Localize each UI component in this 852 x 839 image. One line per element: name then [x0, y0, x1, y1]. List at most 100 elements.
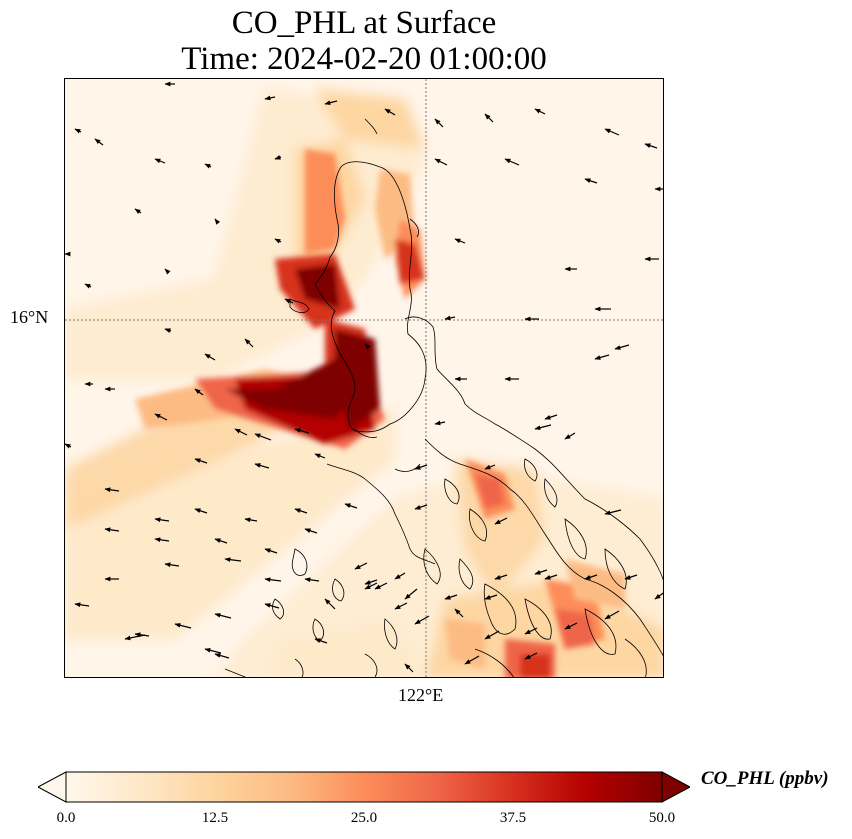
wind-vector — [154, 158, 166, 164]
colorbar-tick-label: 0.0 — [56, 810, 76, 826]
wind-vector — [434, 420, 446, 426]
wind-vector — [304, 528, 318, 534]
wind-vector — [84, 283, 92, 289]
wind-vector — [484, 464, 496, 470]
wind-vector — [314, 638, 328, 644]
wind-vector — [274, 155, 282, 160]
wind-vector — [204, 647, 222, 654]
wind-vector — [414, 504, 428, 510]
wind-vector — [394, 602, 408, 610]
wind-vector — [214, 218, 221, 225]
wind-vector — [274, 238, 282, 244]
colorbar-tick-label: 50.0 — [648, 810, 676, 826]
wind-vector — [164, 562, 180, 568]
wind-vector — [454, 608, 464, 618]
wind-vector — [294, 508, 308, 514]
wind-vector — [204, 163, 212, 169]
wind-vector — [454, 238, 466, 244]
wind-vector — [154, 413, 168, 421]
wind-vectors — [65, 81, 663, 673]
wind-vector — [214, 612, 232, 619]
wind-vector — [494, 574, 508, 580]
wind-vector — [264, 548, 278, 554]
wind-vector — [164, 328, 172, 333]
wind-vector — [264, 577, 282, 583]
wind-vector — [524, 652, 538, 660]
wind-vector — [134, 208, 142, 214]
longitude-label: 122°E — [398, 685, 444, 705]
wind-vector — [564, 432, 576, 440]
wind-vector — [364, 582, 378, 590]
map-plot-area[interactable] — [64, 78, 664, 678]
wind-vector — [244, 517, 258, 523]
wind-vector — [354, 562, 368, 570]
wind-vector — [404, 663, 414, 673]
colorbar — [38, 771, 690, 803]
map-title: CO_PHL at Surface — [231, 5, 497, 41]
wind-vector — [624, 574, 638, 580]
wind-vector — [214, 538, 228, 544]
colorbar-tick-label: 37.5 — [499, 810, 527, 826]
wind-vector — [484, 594, 498, 600]
wind-vector — [154, 537, 170, 543]
wind-vector — [204, 353, 216, 361]
wind-vector — [394, 572, 406, 580]
wind-vector — [304, 577, 320, 583]
latitude-label: 16°N — [10, 307, 49, 327]
wind-vector — [374, 582, 388, 590]
wind-vector — [154, 517, 170, 523]
wind-vector — [464, 655, 480, 665]
wind-vector — [534, 108, 546, 115]
colorbar-tick-label: 25.0 — [350, 810, 378, 826]
wind-vector — [194, 458, 208, 464]
wind-vector — [414, 464, 428, 470]
wind-vector — [264, 603, 280, 609]
wind-vector — [164, 268, 171, 275]
wind-vector — [604, 509, 622, 516]
wind-vector — [544, 574, 558, 580]
wind-vector — [294, 428, 310, 434]
wind-vector — [264, 95, 276, 101]
wind-vector — [644, 143, 658, 149]
co-concentration-field — [65, 89, 663, 677]
map-canvas — [65, 79, 663, 677]
wind-vector — [484, 630, 500, 640]
wind-vector — [74, 128, 82, 134]
wind-vector — [614, 344, 630, 350]
wind-vector — [444, 315, 456, 321]
wind-vector — [564, 622, 578, 630]
wind-vector — [234, 428, 248, 436]
wind-vector — [224, 557, 242, 563]
wind-vector — [104, 487, 120, 493]
wind-vector — [604, 610, 620, 620]
wind-vector — [584, 574, 598, 580]
wind-vector — [174, 622, 192, 629]
wind-vector — [544, 414, 558, 420]
wind-vector — [534, 424, 552, 431]
wind-vector — [104, 527, 120, 533]
wind-vector — [484, 113, 494, 123]
wind-vector — [524, 627, 538, 635]
colorbar-min-extend — [38, 771, 67, 803]
wind-vector — [534, 569, 548, 575]
colorbar-tick-label: 12.5 — [201, 810, 229, 826]
wind-vector — [604, 128, 620, 136]
wind-vector — [414, 615, 430, 625]
wind-vector — [74, 602, 90, 608]
wind-vector — [324, 100, 338, 106]
wind-vector — [124, 634, 146, 641]
wind-vector — [244, 338, 254, 348]
wind-vector — [594, 354, 610, 360]
wind-vector — [364, 579, 378, 585]
wind-vector — [324, 598, 336, 610]
wind-vector — [65, 443, 72, 449]
wind-vector — [314, 453, 326, 459]
wind-vector — [94, 138, 104, 146]
wind-vector — [434, 118, 444, 128]
wind-vector — [504, 158, 520, 166]
wind-vector — [384, 108, 396, 116]
wind-vector — [284, 298, 294, 304]
colorbar-max-extend — [661, 771, 690, 803]
wind-vector — [194, 388, 204, 396]
wind-vector — [194, 508, 208, 514]
